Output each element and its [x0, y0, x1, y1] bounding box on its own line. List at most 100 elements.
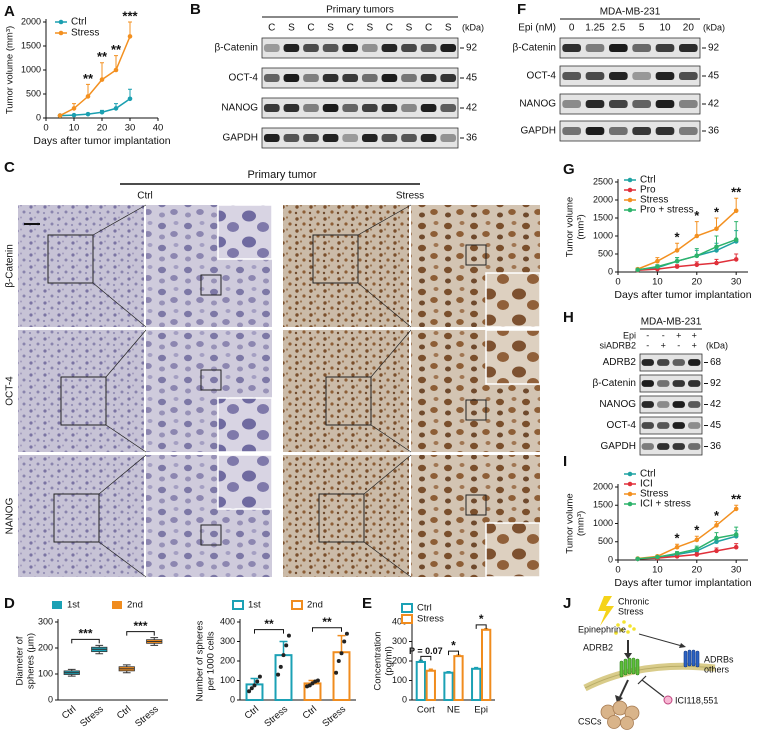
zoom-box [60, 376, 107, 426]
y-tick-label: 400 [392, 616, 407, 626]
kda-label: 45 [710, 420, 722, 431]
x-tick-label: 10 [652, 565, 663, 576]
significance: * [694, 208, 700, 223]
y-axis-label: (mm³) [576, 214, 587, 239]
band [641, 422, 654, 429]
band [303, 74, 319, 82]
band [657, 380, 670, 387]
band [322, 44, 339, 52]
y-axis-label: (pg/ml) [384, 646, 395, 676]
zoom-line [92, 204, 147, 236]
y-tick-label: 2000 [21, 16, 41, 26]
data-point [733, 208, 739, 214]
data-point [674, 258, 680, 264]
data-point [255, 679, 260, 684]
data-point [694, 552, 700, 557]
error-bar [474, 666, 479, 669]
data-point [315, 678, 320, 683]
data-point [694, 233, 700, 239]
section-title: Primary tumor [247, 169, 316, 181]
data-point [714, 539, 719, 545]
kda-label: 92 [466, 43, 478, 54]
band [322, 104, 339, 112]
band [679, 44, 698, 52]
y-tick-label: 100 [392, 675, 407, 685]
band [672, 380, 685, 387]
blot-strip [559, 65, 701, 87]
band [440, 104, 457, 112]
data-point [249, 686, 254, 691]
band [562, 127, 581, 135]
zoom-line [105, 424, 147, 453]
error-bar [100, 62, 104, 80]
data-point [733, 506, 739, 512]
data-point [714, 244, 719, 250]
legend-label: Stress [640, 489, 668, 500]
legend-marker [627, 207, 633, 213]
x-tick-label: Cort [417, 705, 435, 716]
condition-label: Epi (nM) [518, 23, 556, 34]
band [303, 134, 319, 142]
data-point [733, 257, 739, 262]
band [562, 72, 581, 80]
blot-row-label: GAPDH [600, 441, 636, 452]
data-point [694, 546, 700, 552]
band [420, 104, 437, 112]
zoom-line [98, 541, 147, 578]
whisker [67, 668, 76, 677]
bar [443, 671, 454, 702]
panel-label: J [563, 595, 571, 612]
x-tick-label: 0 [615, 277, 620, 288]
error-bar [694, 221, 699, 236]
diagram-label: ADRB2 [583, 642, 613, 652]
band [632, 44, 651, 52]
band [655, 100, 675, 108]
blot-title: MDA-MB-231 [600, 7, 661, 18]
lane-label: C [425, 23, 432, 34]
panel-label: E [362, 595, 372, 612]
blot-row-label: OCT-4 [607, 420, 637, 431]
lane-label: 0 [569, 23, 575, 34]
lane-label: 10 [659, 23, 671, 34]
blot-title: MDA-MB-231 [641, 317, 702, 328]
hormone-dots [614, 620, 636, 635]
legend-swatch [52, 601, 62, 609]
x-axis-label: Days after tumor implantation [33, 135, 170, 147]
band [263, 74, 280, 82]
x-tick-label: 20 [691, 277, 702, 288]
data-point [733, 532, 739, 537]
kda-label: 42 [466, 103, 478, 114]
diagram-label: ADRBs [704, 654, 734, 664]
zoom-box [312, 234, 359, 284]
column-label: Stress [396, 191, 424, 202]
zoom-line [363, 454, 412, 495]
y-tick-label: 2000 [593, 481, 613, 491]
lane-label: C [347, 23, 354, 34]
band [283, 44, 300, 52]
band [672, 359, 685, 366]
legend-swatch [291, 600, 303, 610]
x-axis-label: Days after tumor implantation [614, 577, 751, 589]
data-point [252, 683, 257, 688]
band [440, 134, 457, 142]
diagram-label: Stress [618, 606, 644, 616]
inset-image [485, 272, 541, 328]
data-point [694, 537, 700, 543]
band [632, 72, 651, 80]
error-bar [279, 640, 288, 656]
y-tick-label: 1000 [593, 230, 613, 240]
band [657, 401, 670, 408]
legend-label: Pro [640, 185, 656, 196]
membrane [583, 662, 716, 692]
y-axis-label: Tumor volume (mm³) [5, 26, 16, 114]
row-label: OCT-4 [5, 376, 16, 406]
band [688, 422, 701, 429]
series-line [59, 98, 131, 117]
significance-bracket [254, 629, 284, 634]
zoom-line [357, 282, 412, 328]
y-tick-label: 300 [38, 616, 53, 626]
significance-bracket [475, 624, 487, 629]
y-tick-label: 1000 [593, 518, 613, 528]
blot-row-label: GAPDH [222, 133, 258, 144]
kda-label: 92 [710, 378, 722, 389]
